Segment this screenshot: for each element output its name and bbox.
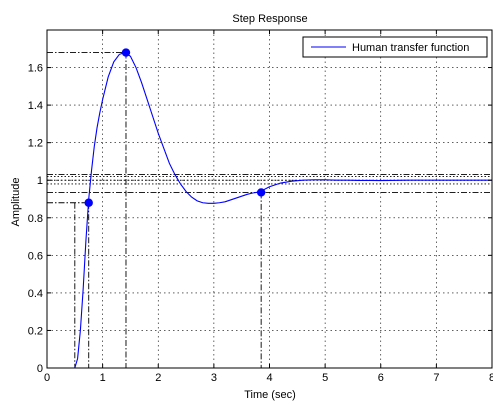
x-tick-label: 8 <box>489 372 493 384</box>
x-tick-label: 3 <box>211 372 217 384</box>
chart-title: Step Response <box>232 13 307 25</box>
legend-entry-human-transfer-function: Human transfer function <box>352 42 469 54</box>
x-tick-label: 4 <box>266 372 272 384</box>
x-tick-label: 0 <box>44 372 50 384</box>
x-tick-label: 6 <box>378 372 384 384</box>
legend: Human transfer function <box>302 36 488 58</box>
y-tick-label: 0.6 <box>28 250 43 262</box>
y-tick-label: 0.8 <box>28 213 43 225</box>
y-axis-label: Amplitude <box>10 178 22 227</box>
x-axis-label: Time (sec) <box>244 389 296 401</box>
y-tick-label: 1.6 <box>28 63 43 75</box>
ticks: 0 1 2 3 4 5 6 7 8 0 0.2 0.4 0.6 0.8 1 1.2 1.4 1.6 <box>28 30 493 384</box>
legend-box <box>302 36 488 58</box>
y-tick-label: 0.2 <box>28 325 43 337</box>
x-tick-label: 7 <box>433 372 439 384</box>
marker-point-rise <box>84 198 93 207</box>
marker-point-peak <box>121 48 131 57</box>
marker-point-settling <box>256 188 266 197</box>
grid-lines <box>47 30 492 368</box>
x-tick-label: 1 <box>100 372 106 384</box>
series-layer <box>47 51 492 369</box>
series-line-human-transfer-function <box>47 51 492 369</box>
y-tick-label: 1 <box>37 175 43 187</box>
y-tick-label: 1.2 <box>28 138 43 150</box>
y-tick-label: 0.4 <box>28 288 43 300</box>
x-tick-label: 5 <box>322 372 328 384</box>
marker-layer <box>84 48 266 207</box>
y-tick-label: 0 <box>37 363 43 375</box>
reference-lines <box>47 52 492 368</box>
y-tick-label: 1.4 <box>28 100 43 112</box>
x-tick-label: 2 <box>155 372 161 384</box>
